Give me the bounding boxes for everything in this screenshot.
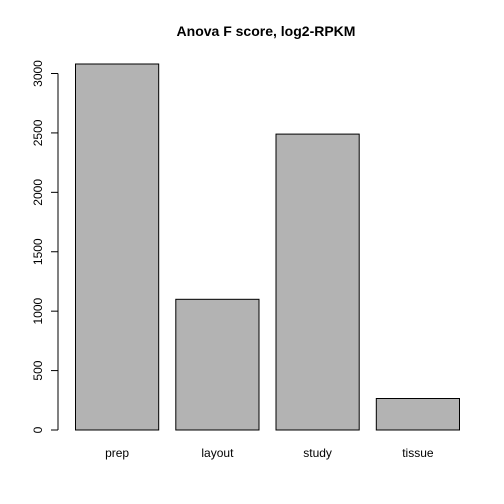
bar-study xyxy=(275,133,360,431)
y-tick-label-2000: 2000 xyxy=(31,179,45,206)
bar-tissue xyxy=(375,398,460,431)
y-tick-label-1000: 1000 xyxy=(31,297,45,324)
x-tick-label-layout: layout xyxy=(201,446,234,460)
chart-title: Anova F score, log2-RPKM xyxy=(177,23,356,39)
y-tick-label-500: 500 xyxy=(31,360,45,380)
x-tick-label-tissue: tissue xyxy=(402,446,434,460)
bar-layout xyxy=(175,298,260,431)
y-tick-label-1500: 1500 xyxy=(31,238,45,265)
x-axis-labels: prep layout study tissue xyxy=(105,446,434,460)
x-tick-label-study: study xyxy=(303,446,332,460)
y-tick-label-0: 0 xyxy=(31,426,45,433)
x-tick-label-prep: prep xyxy=(105,446,129,460)
y-axis: 0 500 1000 1500 2000 2500 3000 xyxy=(31,60,59,433)
bar-prep xyxy=(75,63,160,431)
y-tick-label-3000: 3000 xyxy=(31,60,45,87)
bars-layer xyxy=(75,63,460,431)
y-tick-label-2500: 2500 xyxy=(31,119,45,146)
